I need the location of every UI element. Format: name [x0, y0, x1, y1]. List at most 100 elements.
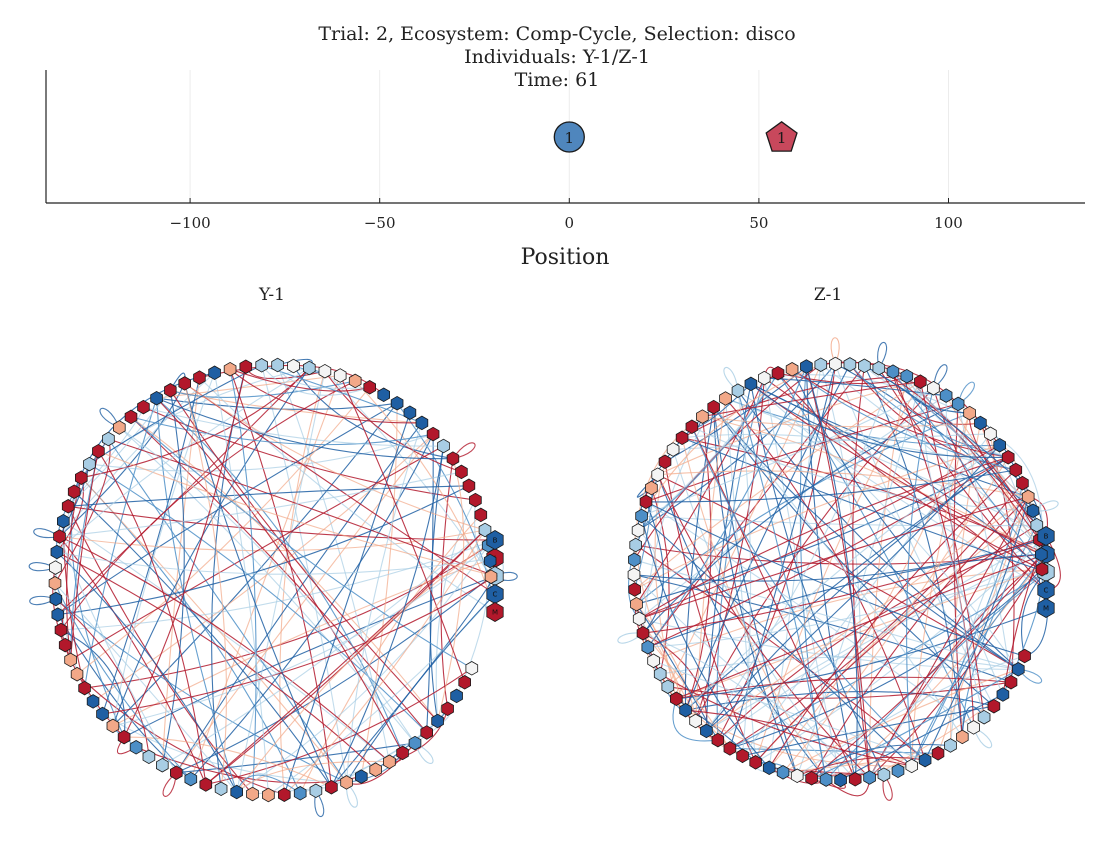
network-node — [635, 508, 648, 524]
network-edge — [89, 433, 434, 472]
network-node — [396, 745, 409, 761]
network-node — [155, 757, 169, 773]
network-edge — [279, 371, 326, 795]
network-edge — [777, 372, 975, 728]
network-edge — [892, 371, 1047, 573]
network-edge — [641, 387, 934, 517]
network-node — [653, 666, 667, 682]
network-edge — [640, 515, 770, 769]
network-edge — [123, 575, 496, 738]
figure-title: Trial: 2, Ecosystem: Comp-Cycle, Selecti… — [318, 23, 795, 91]
network-node-label: C — [1044, 587, 1049, 595]
network-node — [977, 709, 991, 725]
network-node — [843, 357, 857, 372]
network-node — [369, 762, 382, 777]
network-edge — [108, 438, 496, 577]
network-edge — [130, 416, 434, 446]
network-node — [83, 456, 96, 472]
network-edge — [796, 655, 1025, 777]
network-edge — [324, 370, 462, 473]
network-edge — [56, 551, 376, 771]
network-edge — [633, 539, 1040, 582]
network-edge — [70, 491, 125, 738]
network-edge — [645, 469, 1016, 503]
network-node — [287, 358, 300, 374]
network-node — [914, 374, 927, 389]
network-node — [462, 478, 476, 494]
network-node-label: B — [1044, 533, 1049, 541]
network-node — [58, 637, 72, 653]
network-edge — [737, 390, 827, 780]
network-node — [70, 666, 84, 682]
network-node — [293, 786, 307, 801]
network-edge — [184, 382, 486, 531]
network-node — [905, 758, 918, 774]
network-edge — [725, 398, 926, 761]
network-edge — [123, 366, 247, 738]
network-edge — [346, 593, 496, 783]
network-edge — [685, 364, 851, 711]
network-node — [723, 741, 737, 756]
network-node — [302, 360, 316, 376]
network-edge — [70, 451, 99, 660]
network-edge — [70, 445, 444, 661]
network-node — [891, 763, 905, 779]
network-edge — [639, 618, 1019, 670]
network-edge — [657, 474, 1019, 670]
network-edge — [62, 520, 390, 763]
network-edge — [440, 458, 454, 709]
network-edge — [229, 368, 422, 424]
panel-title-y1: Y-1 — [258, 285, 285, 305]
network-edge — [811, 554, 1042, 779]
network-edge — [118, 427, 416, 744]
network-node — [636, 625, 650, 641]
network-edge — [755, 381, 921, 763]
network-node — [223, 361, 237, 377]
network-node — [178, 376, 192, 391]
network-node — [800, 359, 813, 374]
network-edge — [56, 551, 496, 575]
network-node — [54, 622, 68, 638]
network-edge — [56, 367, 310, 553]
title-line-2: Individuals: Y-1/Z-1 — [464, 46, 650, 68]
network-edge — [162, 529, 486, 766]
network-edge — [705, 371, 894, 732]
network-edge — [919, 381, 1004, 695]
network-node — [164, 383, 177, 398]
network-node — [239, 359, 253, 374]
network-edge — [869, 553, 1047, 778]
network-node-label: M — [1043, 605, 1049, 613]
network-edge — [673, 433, 991, 451]
network-edge — [811, 743, 951, 779]
network-node — [967, 720, 980, 735]
network-edge — [73, 491, 332, 788]
network-edge — [691, 426, 926, 761]
network-self-loop — [1032, 500, 1059, 512]
network-edge — [112, 367, 310, 727]
network-self-loop — [162, 772, 177, 797]
network-edge — [161, 390, 185, 766]
network-edge — [205, 529, 486, 785]
network-node — [199, 777, 213, 792]
network-self-loop — [830, 337, 840, 365]
network-edge — [657, 474, 870, 778]
network-node — [363, 380, 377, 395]
network-edge — [777, 372, 908, 385]
network-edge — [89, 463, 428, 733]
network-edge — [55, 598, 347, 783]
network-edge — [84, 398, 158, 689]
network-node — [974, 415, 987, 431]
network-node — [458, 675, 472, 690]
network-edge — [791, 368, 1016, 471]
network-edge — [156, 398, 238, 793]
network-node — [762, 760, 776, 776]
network-node — [64, 652, 77, 668]
network-node — [431, 713, 444, 729]
network-node — [340, 775, 353, 790]
network-node — [415, 415, 429, 431]
title-line-3: Time: 61 — [515, 69, 600, 91]
network-edge — [339, 375, 466, 683]
x-tick-label: −50 — [364, 214, 396, 232]
network-node — [193, 370, 206, 385]
network-edge — [864, 365, 1023, 484]
